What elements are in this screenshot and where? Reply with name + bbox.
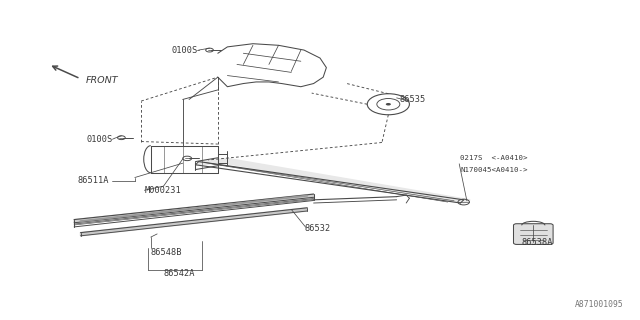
Polygon shape xyxy=(195,158,470,203)
Text: 86538A: 86538A xyxy=(522,238,553,247)
Text: N170045<A0410->: N170045<A0410-> xyxy=(461,166,528,172)
Text: 86511A: 86511A xyxy=(77,176,109,185)
Text: 86535: 86535 xyxy=(400,95,426,104)
Text: 0100S: 0100S xyxy=(86,135,113,144)
Polygon shape xyxy=(81,208,307,236)
FancyBboxPatch shape xyxy=(513,224,553,244)
Text: FRONT: FRONT xyxy=(86,76,118,85)
Text: A871001095: A871001095 xyxy=(575,300,623,309)
Text: M000231: M000231 xyxy=(145,186,181,195)
Text: 0100S: 0100S xyxy=(171,45,197,55)
Text: 86548B: 86548B xyxy=(151,248,182,257)
Circle shape xyxy=(386,103,391,106)
Text: 86532: 86532 xyxy=(304,224,330,233)
Text: 0217S  <-A0410>: 0217S <-A0410> xyxy=(461,156,528,161)
Polygon shape xyxy=(74,194,314,223)
Text: 86542A: 86542A xyxy=(164,268,195,278)
